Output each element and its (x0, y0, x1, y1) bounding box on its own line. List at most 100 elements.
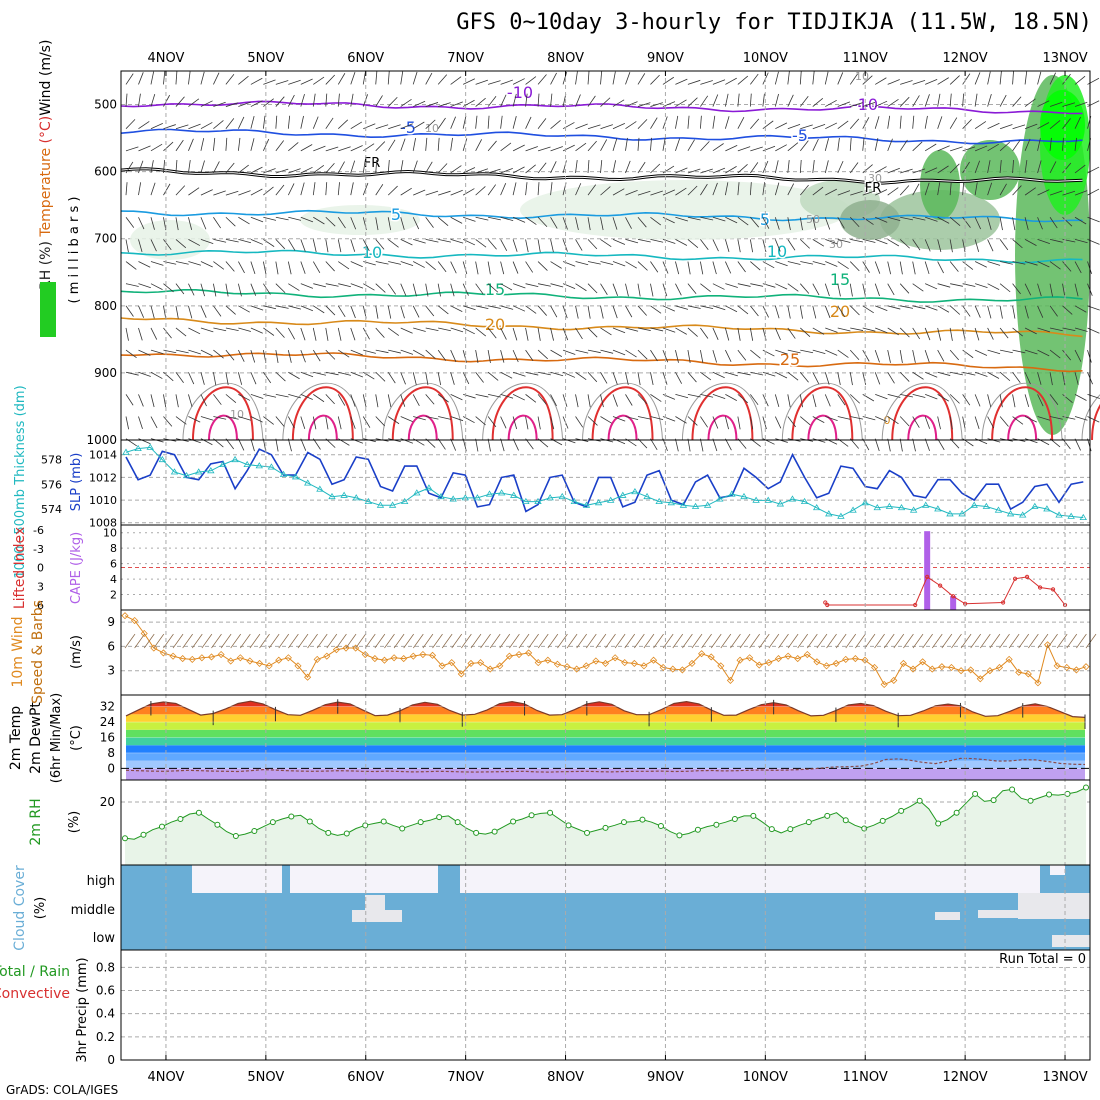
wind-barb (220, 633, 232, 649)
upper-wind-barb (425, 261, 436, 271)
wind-speed-marker (198, 654, 206, 662)
upper-wind-barb (287, 239, 296, 251)
upper-wind-barb (650, 349, 658, 362)
upper-wind-barb (1049, 327, 1063, 332)
upper-wind-barb (862, 190, 876, 196)
upper-wind-barb (925, 371, 938, 378)
upper-wind-barb (412, 217, 420, 230)
surface-heat-contour (891, 386, 954, 441)
wind-speed-marker (755, 661, 763, 669)
upper-wind-barb (287, 115, 291, 129)
upper-wind-barb (412, 121, 425, 130)
upper-wind-barb (700, 416, 708, 428)
upper-wind-barb (950, 283, 963, 287)
upper-wind-barb (500, 261, 505, 275)
cloud-ylabel: Cloud Cover (12, 865, 28, 951)
upper-wind-barb (724, 93, 729, 107)
upper-wind-barb (250, 138, 255, 151)
temp-tick-label: 16 (100, 731, 115, 745)
wind-speed-marker (525, 649, 533, 657)
upper-wind-barb (263, 416, 274, 425)
wind-speed-marker (851, 655, 859, 663)
upper-wind-barb (425, 190, 439, 196)
upper-wind-barb (999, 94, 1007, 107)
wind-barb (903, 633, 914, 649)
upper-wind-barb (325, 283, 339, 287)
upper-wind-barb (662, 76, 675, 85)
upper-wind-barb (488, 216, 501, 221)
upper-wind-barb (188, 217, 193, 230)
upper-wind-barb (974, 394, 981, 407)
upper-wind-barb (687, 327, 698, 337)
upper-wind-barb (462, 78, 476, 85)
upper-wind-barb (138, 239, 143, 253)
upper-wind-barb (1049, 305, 1058, 317)
upper-wind-barb (250, 188, 263, 196)
upper-wind-barb (924, 438, 930, 452)
upper-wind-barb (150, 283, 163, 291)
cape-tick-label: 2 (110, 589, 117, 602)
upper-wind-barb (887, 305, 901, 310)
upper-wind-barb (1024, 217, 1029, 230)
thickness-marker (546, 494, 554, 501)
wind-barb (518, 633, 530, 649)
thickness-marker (231, 455, 239, 463)
li-tick-label: -6 (33, 524, 44, 537)
upper-wind-barb (875, 416, 888, 422)
upper-wind-barb (287, 94, 295, 107)
surface-heat-contour-inner (407, 414, 438, 441)
wind-speed-marker (563, 663, 571, 671)
wind-barb (595, 633, 607, 649)
upper-wind-barb (800, 327, 811, 337)
upper-wind-barb (238, 239, 252, 244)
lifted-index-marker (823, 600, 828, 605)
upper-wind-barb (437, 349, 447, 361)
upper-wind-barb (400, 283, 407, 296)
upper-wind-barb (800, 349, 814, 354)
rh-shading (960, 140, 1020, 200)
wind-barb (191, 633, 203, 649)
date-label-top: 7NOV (447, 51, 484, 66)
upper-wind-barb (750, 394, 759, 406)
wind-speed-marker (505, 652, 513, 660)
upper-wind-barb (962, 161, 970, 174)
upper-wind-barb (562, 349, 576, 355)
upper-wind-barb (400, 123, 413, 130)
wind-barb (931, 633, 943, 649)
upper-wind-barb (1049, 239, 1063, 243)
upper-wind-barb (350, 160, 356, 174)
upper-wind-barb (175, 416, 187, 425)
rh-contour (881, 382, 963, 441)
upper-wind-barb (438, 327, 451, 332)
wind-speed-marker (698, 650, 706, 658)
upper-wind-barb (512, 78, 525, 85)
rh-contour (582, 382, 664, 441)
rh-shading (130, 220, 210, 260)
upper-wind-barb (475, 139, 483, 152)
upper-wind-barb (138, 217, 145, 230)
wind-barb (239, 633, 251, 649)
upper-wind-barb (375, 371, 386, 382)
wind-speed-marker (1053, 662, 1061, 670)
upper-wind-barb (550, 93, 553, 107)
upper-wind-barb (887, 327, 899, 336)
upper-wind-barb (612, 327, 626, 334)
wind-barb (662, 633, 674, 649)
upper-wind-barb (687, 79, 701, 85)
upper-wind-barb (1074, 438, 1081, 451)
upper-wind-barb (337, 217, 346, 229)
upper-wind-barb (375, 71, 378, 85)
upper-wind-barb (487, 261, 491, 275)
upper-wind-barb (525, 239, 529, 253)
upper-wind-barb (1012, 96, 1022, 107)
rh-marker (805, 819, 812, 826)
thickness-marker (994, 506, 1003, 513)
upper-wind-barb (350, 145, 363, 152)
upper-wind-barb (375, 261, 389, 265)
upper-wind-barb (238, 394, 251, 401)
upper-wind-barb (850, 190, 863, 196)
upper-wind-barb (1074, 190, 1088, 196)
date-label-bottom: 4NOV (148, 1070, 185, 1085)
precip-ylabel-unit: 3hr Precip (mm) (75, 957, 90, 1062)
rh-marker (824, 812, 831, 819)
